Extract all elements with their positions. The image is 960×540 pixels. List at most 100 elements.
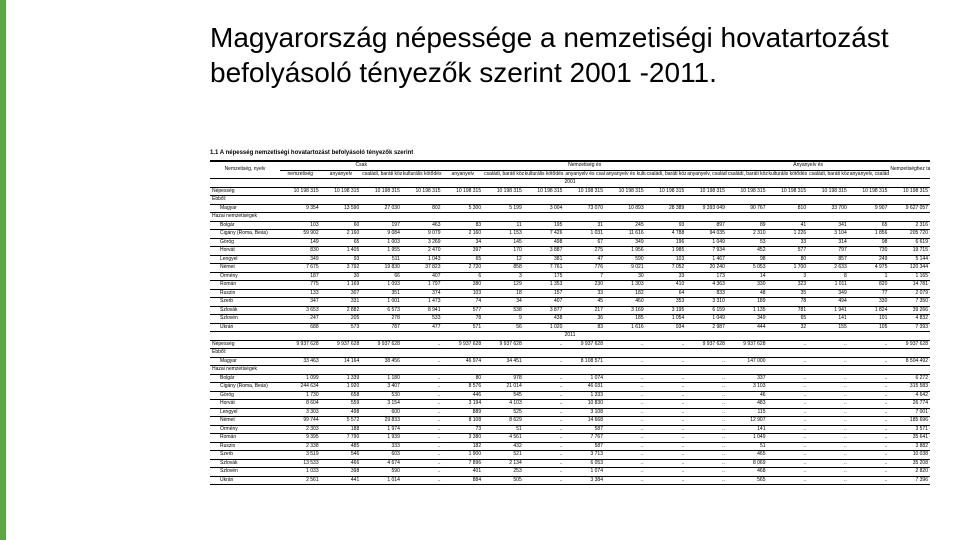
cell: .. <box>849 417 890 426</box>
cell: .. <box>605 442 646 451</box>
row-label: Német <box>210 417 280 426</box>
cell: 99 744 <box>280 417 321 426</box>
cell: 9 395 <box>280 434 321 443</box>
cell: 1 730 <box>280 391 321 400</box>
cell: 46 974 <box>443 357 484 366</box>
cell: 10 198 315 <box>280 187 321 196</box>
cell: 1 054 <box>646 315 687 324</box>
cell: .. <box>849 434 890 443</box>
cell: 398 <box>321 468 362 477</box>
cell: 833 <box>686 289 727 298</box>
cell: .. <box>605 357 646 366</box>
cell: 9 937 628 <box>564 340 605 349</box>
cell: 505 <box>483 476 524 485</box>
cell: 441 <box>321 476 362 485</box>
cell: 4 674 <box>361 459 402 468</box>
cell: 60 <box>321 221 362 230</box>
cell: 438 <box>524 315 565 324</box>
cell: 1 033 <box>280 468 321 477</box>
cell: 397 <box>443 247 484 256</box>
cell: 35 208 <box>889 459 930 468</box>
cell: 351 <box>361 289 402 298</box>
cell: 3 169 <box>605 306 646 315</box>
cell: 1 093 <box>361 281 402 290</box>
cell: 468 <box>727 468 768 477</box>
cell: 129 <box>483 281 524 290</box>
cell: 80 <box>768 255 809 264</box>
cell: .. <box>768 417 809 426</box>
cell: 3 792 <box>321 264 362 273</box>
cell: 5 144 <box>889 255 930 264</box>
cell: 10 198 315 <box>402 187 443 196</box>
cell: 3 571 <box>889 425 930 434</box>
cell: .. <box>524 340 565 349</box>
cell: .. <box>402 425 443 434</box>
cell: 349 <box>727 315 768 324</box>
cell: 7 934 <box>686 247 727 256</box>
cell: 330 <box>727 281 768 290</box>
cell: 46 <box>727 391 768 400</box>
cell: 3 <box>483 272 524 281</box>
cell: .. <box>849 408 890 417</box>
cell: 1 974 <box>361 425 402 434</box>
cell: 463 <box>402 221 443 230</box>
cell: 2 310 <box>727 230 768 239</box>
cell: 11 616 <box>605 230 646 239</box>
cell: .. <box>768 357 809 366</box>
cell: .. <box>808 417 849 426</box>
cell: 245 <box>605 221 646 230</box>
cell: .. <box>768 442 809 451</box>
cell: .. <box>646 400 687 409</box>
cell: 89 <box>727 221 768 230</box>
cell: .. <box>524 391 565 400</box>
cell: .. <box>849 442 890 451</box>
subhead: Ebből: <box>210 349 930 358</box>
th-sub: családi, baráti közösségben használt nye… <box>361 170 402 179</box>
cell: 3 194 <box>443 400 484 409</box>
cell: .. <box>768 451 809 460</box>
cell: 30 <box>605 272 646 281</box>
cell: .. <box>686 374 727 383</box>
cell: .. <box>646 408 687 417</box>
cell: 157 <box>524 289 565 298</box>
cell: 34 <box>483 298 524 307</box>
cell: 36 <box>564 315 605 324</box>
cell: 33 463 <box>280 357 321 366</box>
cell: 56 <box>483 323 524 332</box>
th-group: Nemzetiség, nyelv <box>210 161 280 179</box>
cell: 1 180 <box>361 374 402 383</box>
cell: 195 <box>524 221 565 230</box>
cell: 32 <box>768 323 809 332</box>
cell: .. <box>686 451 727 460</box>
cell: 7 767 <box>564 434 605 443</box>
cell: 120 344 <box>889 264 930 273</box>
cell: 381 <box>524 255 565 264</box>
cell: .. <box>524 383 565 392</box>
cell: .. <box>808 425 849 434</box>
cell: 5 300 <box>443 204 484 213</box>
cell: .. <box>524 357 565 366</box>
cell: .. <box>808 340 849 349</box>
cell: 11 <box>483 221 524 230</box>
cell: .. <box>849 391 890 400</box>
cell: 29 833 <box>361 417 402 426</box>
cell: 730 <box>849 247 890 256</box>
cell: 1 001 <box>361 298 402 307</box>
th-sub: kulturális kötődés <box>524 170 565 179</box>
cell: 8 604 <box>280 400 321 409</box>
cell: .. <box>768 391 809 400</box>
cell: .. <box>646 340 687 349</box>
cell: 7 426 <box>524 230 565 239</box>
cell: 10 198 315 <box>524 187 565 196</box>
row-label: Bolgár <box>210 221 280 230</box>
cell: 33 <box>564 289 605 298</box>
cell: .. <box>524 408 565 417</box>
cell: .. <box>646 417 687 426</box>
cell: .. <box>402 340 443 349</box>
cell: 185 <box>605 315 646 324</box>
row-label: Népesség <box>210 340 280 349</box>
cell: 230 <box>564 281 605 290</box>
cell: 244 634 <box>280 383 321 392</box>
cell: 5 199 <box>483 204 524 213</box>
cell: 3 303 <box>280 408 321 417</box>
